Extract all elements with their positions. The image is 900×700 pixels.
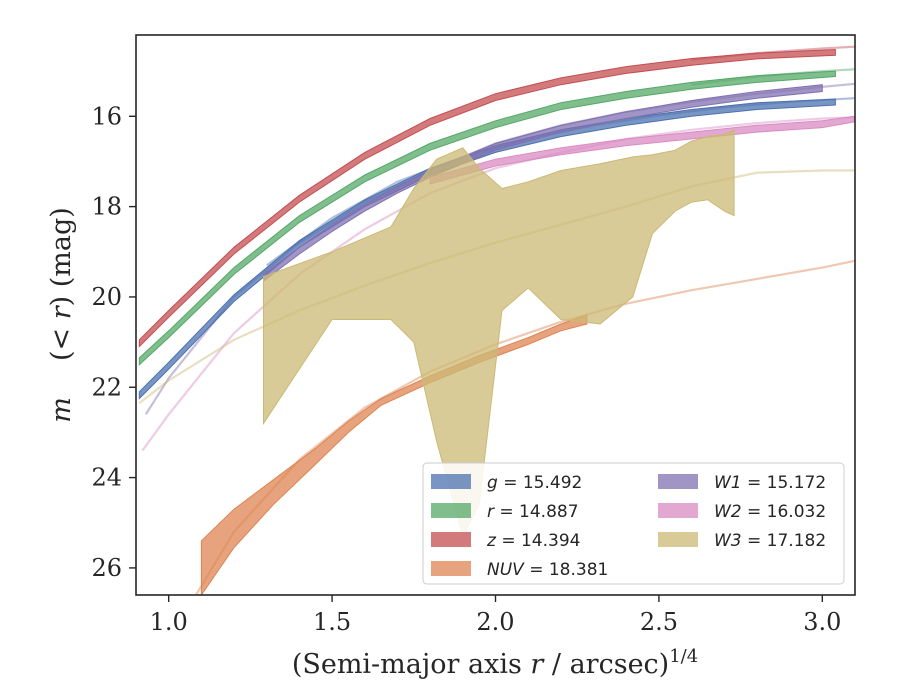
- x-tick-label: 3.0: [803, 608, 841, 636]
- legend-swatch-w3: [658, 532, 698, 547]
- x-tick-label: 1.0: [150, 608, 188, 636]
- band-z: [138, 48, 836, 348]
- y-tick-label: 26: [91, 554, 122, 582]
- y-tick-label: 18: [91, 193, 122, 221]
- y-axis: 16 18 20 22 24 26: [91, 102, 136, 582]
- legend-label-nuv: NUV = 18.381: [487, 560, 608, 580]
- legend-label-r: r = 14.887: [487, 502, 579, 522]
- legend-swatch-nuv: [431, 561, 471, 576]
- y-axis-label: mm((< r) (mag): [46, 207, 77, 423]
- x-axis-label: (Semi-major axis r / arcsec)1/4: [292, 646, 698, 680]
- series-layer: [138, 45, 855, 595]
- legend-swatch-w1: [658, 474, 698, 489]
- band-r: [138, 70, 836, 366]
- legend-swatch-r: [431, 503, 471, 518]
- y-tick-label: 24: [91, 464, 122, 492]
- x-tick-label: 1.5: [313, 608, 351, 636]
- legend-swatch-w2: [658, 503, 698, 518]
- legend-label-z: z = 14.394: [486, 531, 580, 551]
- legend-swatch-z: [431, 532, 471, 547]
- band-w1: [263, 84, 823, 283]
- fit-line-w2: [141, 116, 855, 452]
- y-tick-label: 16: [91, 102, 122, 130]
- x-axis: 1.0 1.5 2.0 2.5 3.0: [150, 595, 841, 636]
- y-tick-label: 20: [91, 283, 122, 311]
- legend: g = 15.492 r = 14.887 z = 14.394 NUV = 18.3…: [422, 462, 845, 585]
- y-tick-label: 22: [91, 373, 122, 401]
- legend-swatch-g: [431, 474, 471, 489]
- band-nuv: [200, 314, 588, 595]
- legend-label-w1: W1 = 15.172: [714, 473, 826, 493]
- legend-box: [422, 462, 845, 585]
- band-w2: [429, 115, 855, 185]
- legend-label-w2: W2 = 16.032: [714, 502, 826, 522]
- legend-label-w3: W3 = 17.182: [714, 531, 826, 551]
- x-tick-label: 2.0: [476, 608, 514, 636]
- legend-label-g: g = 15.492: [487, 473, 582, 493]
- x-tick-label: 2.5: [640, 608, 678, 636]
